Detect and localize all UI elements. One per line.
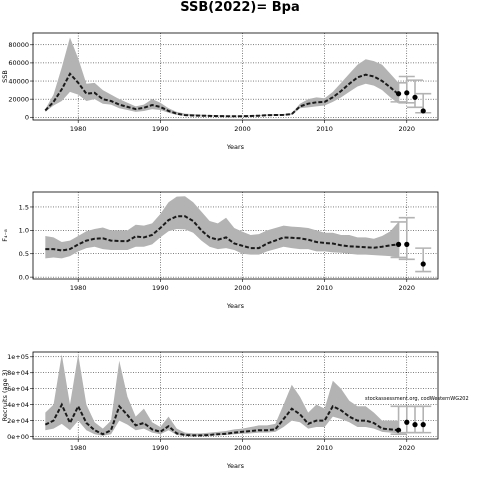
panel-1-forecast-point	[412, 94, 418, 100]
panel-1-confidence-band	[45, 37, 399, 117]
panel-1: 1980 1990 2000 2010 2020 0 20000 40000 60000 8000…	[1, 32, 439, 151]
panel-3-xtick-label: 2010	[316, 444, 333, 452]
panel-2-ytick-label: 1.5	[19, 203, 29, 211]
panel-1-forecast-point	[404, 90, 410, 96]
panel-1-frame	[32, 32, 439, 121]
panel-3-forecast-point	[404, 419, 410, 425]
panel-3-confidence-band	[45, 354, 399, 436]
panel-2-forecast-point	[404, 241, 410, 247]
panel-2-xtick-label: 1990	[152, 284, 169, 292]
panel-3-annotation: stockassessment.org, codWesternWG202	[365, 396, 469, 402]
panel-2-confidence-band	[45, 196, 399, 259]
panel-3-ytick-label: 0e+00	[7, 433, 29, 441]
panel-3-ytick-label: 4e+04	[7, 401, 29, 409]
panel-1-xtick-label: 2020	[399, 125, 416, 133]
panel-3-xtick-label: 1980	[70, 444, 87, 452]
panel-2-ytick-label: 1.0	[19, 227, 29, 235]
panel-1-ytick-label: 0	[25, 114, 29, 122]
panel-2-frame	[32, 191, 439, 280]
panel-3-xtick-label: 2000	[234, 444, 251, 452]
panel-2-xtick-label: 1980	[70, 284, 87, 292]
panel-2-ytick-label: 0.5	[19, 250, 29, 258]
panel-1-ylabel: SSB	[1, 70, 9, 83]
panel-1-xlabel: Years	[226, 143, 245, 151]
panel-3-ytick-label: 1e+05	[7, 353, 29, 361]
panel-2-xtick-label: 2020	[399, 284, 416, 292]
panel-1-xtick-label: 1980	[70, 125, 87, 133]
panel-3-frame	[32, 351, 439, 440]
panel-2-series-line	[45, 215, 399, 252]
chart-title: SSB(2022)= Bpa	[180, 0, 300, 15]
panel-1-ytick-label: 80000	[8, 41, 29, 49]
panel-3-xtick-label: 2020	[399, 444, 416, 452]
panel-1-ytick-label: 60000	[8, 59, 29, 67]
panel-1-forecast-point	[420, 108, 426, 114]
panel-1-xtick-label: 2010	[316, 125, 333, 133]
panel-3-ytick-label: 8e+04	[7, 369, 29, 377]
panel-2-xlabel: Years	[226, 302, 245, 310]
panel-3-forecast-point	[412, 422, 418, 428]
panel-3-xlabel: Years	[226, 462, 245, 470]
panel-2-ytick-label: 0.0	[19, 273, 29, 281]
panel-3-ylabel: Recruits (age 3)	[1, 370, 9, 422]
panel-2: 1980 1990 2000 2010 2020 0.0 0.5 1.0 1.5 Years F₄₋…	[1, 191, 439, 310]
panel-3-ytick-label: 2e+04	[7, 417, 29, 425]
panel-1-ytick-label: 40000	[8, 77, 29, 85]
panel-2-forecast-point	[420, 261, 426, 267]
panel-2-ylabel: F₄₋₈	[1, 229, 9, 242]
panel-1-series-line	[44, 72, 400, 118]
panel-3-series-line	[44, 402, 399, 437]
panel-3-ytick-label: 6e+04	[7, 385, 29, 393]
panel-2-xtick-label: 2000	[234, 284, 251, 292]
panel-3-forecast-point	[395, 427, 402, 433]
panel-1-forecast-point	[395, 91, 402, 97]
panel-1-ytick-label: 20000	[8, 95, 29, 103]
panel-1-xtick-label: 2000	[234, 125, 251, 133]
panel-1-xtick-label: 1990	[152, 125, 169, 133]
panel-3: 1980 1990 2000 2010 2020 0e+00 2e+04 4e+04 6e+04…	[1, 351, 469, 470]
panel-3-forecast-point	[420, 422, 426, 428]
panel-2-xtick-label: 2010	[316, 284, 333, 292]
panel-3-xtick-label: 1990	[152, 444, 169, 452]
panel-2-forecast-point	[395, 241, 402, 247]
